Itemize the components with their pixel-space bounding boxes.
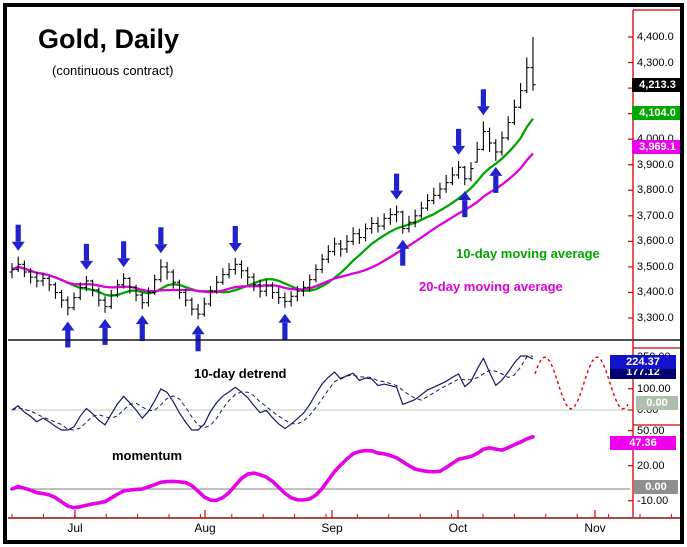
detrend-value-badge: 224.37: [610, 355, 676, 370]
chart-subtitle: (continuous contract): [52, 63, 174, 78]
month-label-oct: Oct: [448, 521, 468, 535]
tick-label: 4,400.0: [637, 31, 674, 43]
momentum-value-badge: 47.36: [610, 435, 676, 450]
tick-label: 3,600.0: [637, 235, 674, 248]
momentum-zero-badge: 0.00: [634, 480, 678, 494]
tick-label: 3,400.0: [637, 286, 674, 299]
tick-label: 20.00: [637, 459, 665, 472]
month-label-jul: Jul: [67, 521, 83, 535]
momentum-panel-label: momentum: [112, 448, 183, 463]
month-label-aug: Aug: [194, 521, 216, 535]
tick-label: 3,500.0: [637, 260, 674, 273]
ma10-value-badge: 4,104.0: [632, 105, 683, 120]
tick-label: 3,900.0: [637, 158, 674, 171]
ma20-value-badge: 3,969.1: [632, 140, 683, 155]
ma10-legend-label: 10-day moving average: [456, 246, 600, 261]
tick-label: 3,300.0: [637, 312, 674, 324]
last-price-badge: 4,213.3: [632, 77, 683, 92]
month-label-nov: Nov: [584, 521, 606, 535]
tick-label: 100.00: [637, 382, 671, 395]
month-label-sep: Sep: [321, 521, 343, 535]
chart-title: Gold, Daily: [38, 24, 180, 54]
tick-label: 3,700.0: [637, 209, 674, 222]
detrend-zero-badge: 0.00: [636, 396, 678, 410]
tick-label: 3,800.0: [637, 184, 674, 197]
tick-label: 4,300.0: [637, 56, 674, 69]
tick-label: 50.00: [637, 424, 665, 437]
ma20-legend-label: 20-day moving average: [419, 279, 563, 294]
detrend-panel-label: 10-day detrend: [194, 366, 287, 381]
tick-label: -10.00: [637, 494, 669, 507]
